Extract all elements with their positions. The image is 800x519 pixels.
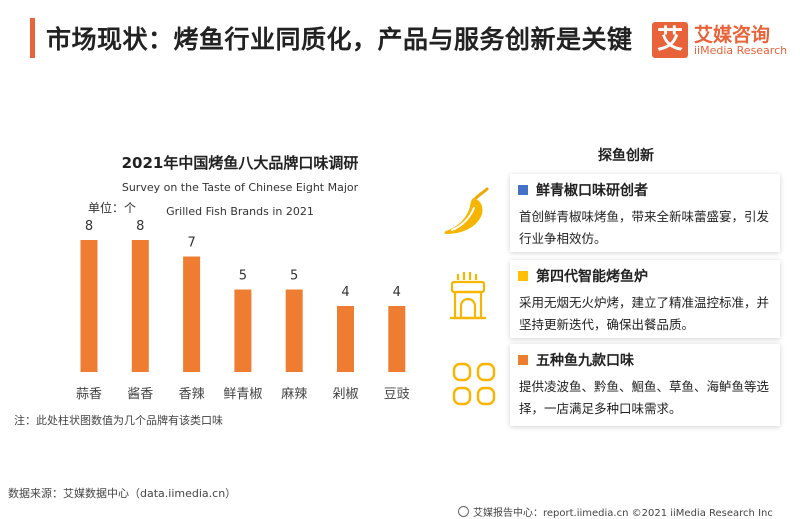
category-label: 香辣	[179, 387, 205, 402]
bar-value-label: 8	[85, 219, 93, 234]
grid-icon	[452, 362, 496, 406]
yellow-square-marker	[518, 271, 528, 281]
card-title-text: 第四代智能烤鱼炉	[536, 269, 648, 285]
innovation-card-fish: 五种鱼九款口味 提供凌波鱼、黔鱼、鮰鱼、草鱼、海鲈鱼等选择，一店满足多种口味需求…	[510, 344, 780, 426]
title-accent-bar	[30, 18, 35, 58]
bar-value-label: 5	[239, 269, 247, 284]
bar-value-label: 4	[393, 285, 401, 300]
chart-subtitle: Survey on the Taste of Chinese Eight Maj…	[90, 176, 390, 224]
card-title-text: 鲜青椒口味研创者	[536, 183, 648, 199]
footer-text: 艾媒报告中心：report.iimedia.cn ©2021 iiMedia R…	[473, 508, 773, 519]
orange-square-marker	[518, 355, 528, 365]
bar-豆豉	[388, 306, 406, 372]
bar-value-label: 4	[341, 285, 349, 300]
bar-鲜青椒	[234, 289, 252, 372]
card-description: 提供凌波鱼、黔鱼、鮰鱼、草鱼、海鲈鱼等选择，一店满足多种口味需求。	[519, 379, 770, 416]
bar-酱香	[131, 240, 149, 372]
pepper-icon	[444, 187, 489, 234]
bar-剁椒	[337, 306, 354, 372]
chart-subtitle-line1: Survey on the Taste of Chinese Eight Maj…	[121, 181, 359, 194]
blue-square-marker	[518, 185, 528, 195]
globe-icon	[458, 506, 469, 517]
card-title: 五种鱼九款口味	[518, 350, 634, 370]
unit-label: 单位：个	[88, 201, 137, 215]
data-source: 数据来源：艾媒数据中心（data.iimedia.cn）	[8, 487, 237, 500]
bar-麻辣	[285, 289, 303, 372]
innovation-title: 探鱼创新	[598, 148, 654, 164]
category-label: 剁椒	[332, 387, 358, 402]
chart-note: 注：此处柱状图数值为几个品牌有该类口味	[14, 414, 223, 427]
bar-value-label: 8	[136, 219, 144, 234]
bar-蒜香	[80, 240, 98, 372]
stove-icon	[450, 272, 486, 320]
category-label: 酱香	[127, 387, 153, 402]
logo-mark: 艾	[652, 22, 688, 58]
category-label: 鲜青椒	[223, 387, 262, 402]
iimedia-logo: 艾 艾媒咨询 iiMedia Research	[652, 20, 792, 60]
card-description: 采用无烟无火炉烤，建立了精准温控标准，并坚持更新迭代，确保出餐品质。	[519, 295, 770, 332]
chart-title: 2021年中国烤鱼八大品牌口味调研	[121, 154, 359, 172]
category-label: 麻辣	[281, 387, 307, 402]
innovation-card-stove: 第四代智能烤鱼炉 采用无烟无火炉烤，建立了精准温控标准，并坚持更新迭代，确保出餐…	[510, 260, 780, 338]
page-title: 市场现状：烤鱼行业同质化，产品与服务创新是关键	[46, 25, 633, 54]
category-label: 蒜香	[76, 387, 102, 402]
card-title: 鲜青椒口味研创者	[518, 180, 648, 200]
card-description: 首创鲜青椒味烤鱼，带来全新味蕾盛宴，引发行业争相效仿。	[519, 209, 770, 246]
logo-name-cn: 艾媒咨询	[694, 24, 771, 46]
card-title: 第四代智能烤鱼炉	[518, 266, 648, 286]
category-label: 豆豉	[384, 387, 410, 402]
footer: 艾媒报告中心：report.iimedia.cn ©2021 iiMedia R…	[458, 504, 773, 519]
innovation-card-pepper: 鲜青椒口味研创者 首创鲜青椒味烤鱼，带来全新味蕾盛宴，引发行业争相效仿。	[510, 174, 780, 252]
chart-subtitle-line2: Grilled Fish Brands in 2021	[166, 205, 314, 218]
bar-value-label: 5	[290, 269, 298, 284]
bar-value-label: 7	[187, 236, 195, 251]
bar-香辣	[183, 256, 201, 372]
card-title-text: 五种鱼九款口味	[536, 353, 634, 369]
bar-chart: 8 蒜香 8 酱香 7 香辣 5 鲜青椒 5 麻辣 4 剁椒 4 豆豉	[76, 219, 410, 402]
logo-name-en: iiMedia Research	[694, 44, 788, 57]
